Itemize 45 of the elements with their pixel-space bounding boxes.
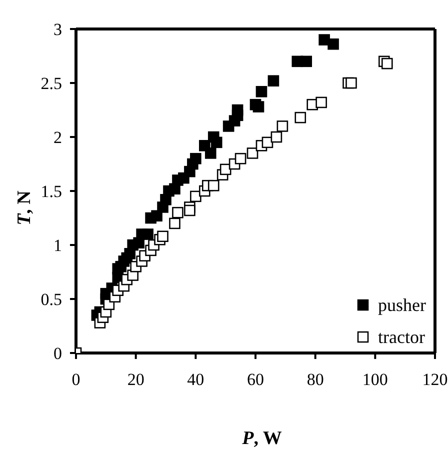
point	[256, 86, 268, 98]
x-tick-label: 0	[72, 370, 80, 390]
point	[234, 152, 246, 164]
y-tick-label: 1	[54, 236, 62, 256]
x-axis-title: P, W	[241, 428, 282, 449]
point	[300, 56, 312, 68]
y-tick-label: 2.5	[40, 74, 62, 94]
point	[184, 204, 196, 216]
point	[316, 96, 327, 108]
x-tick-label: 20	[127, 370, 144, 390]
y-tick-label: 0	[54, 344, 62, 364]
x-tick-label: 100	[362, 370, 388, 390]
point	[276, 120, 288, 132]
point	[328, 38, 339, 50]
point	[169, 218, 180, 230]
legend-label: tractor	[378, 326, 425, 349]
point	[268, 75, 280, 86]
point	[294, 112, 306, 124]
point	[210, 136, 222, 148]
point	[346, 77, 357, 89]
point	[204, 148, 216, 159]
y-tick-label: 2	[54, 128, 62, 148]
point	[262, 136, 274, 148]
x-tick-label: 40	[187, 370, 204, 390]
point	[208, 180, 220, 192]
point	[142, 228, 154, 240]
point	[157, 230, 168, 242]
y-tick-label: 3	[54, 20, 62, 40]
point	[190, 190, 202, 202]
point	[151, 210, 162, 222]
point	[381, 58, 393, 70]
point	[252, 101, 264, 112]
y-tick-label: 0.5	[40, 290, 62, 310]
point	[270, 131, 282, 143]
x-tick-label: 80	[306, 370, 324, 390]
x-tick-label: 60	[247, 370, 264, 390]
point	[190, 152, 202, 164]
x-tick-label: 120	[422, 370, 448, 390]
y-tick-label: 1.5	[40, 182, 62, 202]
point	[246, 148, 258, 159]
point	[220, 164, 232, 176]
y-axis-title: T, N	[14, 190, 35, 226]
legend-label: pusher	[378, 294, 426, 317]
point	[232, 104, 244, 116]
point	[172, 206, 184, 218]
